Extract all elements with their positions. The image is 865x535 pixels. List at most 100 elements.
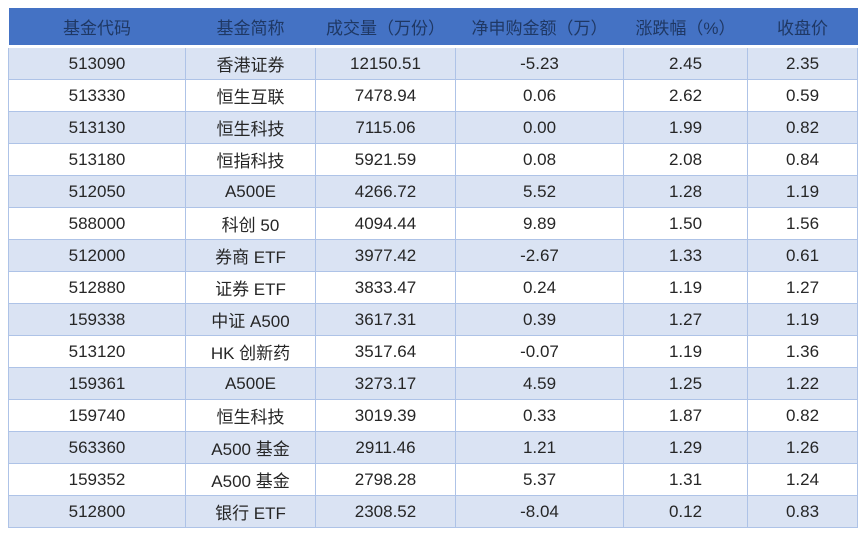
column-header-code: 基金代码 bbox=[8, 8, 186, 48]
cell-code: 513120 bbox=[8, 335, 186, 368]
table-row: 513120 HK 创新药 3517.64 -0.07 1.19 1.36 bbox=[8, 335, 858, 368]
table-row: 159338 中证 A500 3617.31 0.39 1.27 1.19 bbox=[8, 303, 858, 336]
table-row: 159740 恒生科技 3019.39 0.33 1.87 0.82 bbox=[8, 399, 858, 432]
cell-net: -0.07 bbox=[455, 335, 624, 368]
table-row: 512800 银行 ETF 2308.52 -8.04 0.12 0.83 bbox=[8, 495, 858, 528]
cell-name: A500 基金 bbox=[185, 463, 316, 496]
cell-name: A500E bbox=[185, 367, 316, 400]
column-header-vol: 成交量（万份） bbox=[315, 8, 456, 48]
cell-vol: 3019.39 bbox=[315, 399, 456, 432]
cell-name: A500 基金 bbox=[185, 431, 316, 464]
table-row: 513090 香港证券 12150.51 -5.23 2.45 2.35 bbox=[8, 46, 858, 80]
cell-net: 9.89 bbox=[455, 207, 624, 240]
table-row: 512000 券商 ETF 3977.42 -2.67 1.33 0.61 bbox=[8, 239, 858, 272]
cell-code: 563360 bbox=[8, 431, 186, 464]
cell-chg: 2.62 bbox=[623, 79, 748, 112]
cell-vol: 7478.94 bbox=[315, 79, 456, 112]
cell-chg: 1.50 bbox=[623, 207, 748, 240]
table-row: 512050 A500E 4266.72 5.52 1.28 1.19 bbox=[8, 175, 858, 208]
cell-close: 1.19 bbox=[747, 303, 858, 336]
cell-code: 512880 bbox=[8, 271, 186, 304]
cell-vol: 2911.46 bbox=[315, 431, 456, 464]
cell-vol: 3617.31 bbox=[315, 303, 456, 336]
fund-table: 基金代码 基金简称 成交量（万份） 净申购金额（万） 涨跌幅（%） 收盘价 513090 香… bbox=[8, 8, 858, 528]
cell-chg: 1.27 bbox=[623, 303, 748, 336]
table-row: 563360 A500 基金 2911.46 1.21 1.29 1.26 bbox=[8, 431, 858, 464]
cell-vol: 3517.64 bbox=[315, 335, 456, 368]
cell-net: 1.21 bbox=[455, 431, 624, 464]
cell-code: 512000 bbox=[8, 239, 186, 272]
cell-chg: 2.08 bbox=[623, 143, 748, 176]
cell-close: 0.82 bbox=[747, 111, 858, 144]
cell-name: 银行 ETF bbox=[185, 495, 316, 528]
cell-net: 0.24 bbox=[455, 271, 624, 304]
cell-name: 券商 ETF bbox=[185, 239, 316, 272]
cell-chg: 1.31 bbox=[623, 463, 748, 496]
table-row: 513330 恒生互联 7478.94 0.06 2.62 0.59 bbox=[8, 79, 858, 112]
cell-name: 香港证券 bbox=[185, 46, 316, 80]
cell-net: 0.00 bbox=[455, 111, 624, 144]
column-header-name: 基金简称 bbox=[185, 8, 316, 48]
column-header-close: 收盘价 bbox=[747, 8, 858, 48]
cell-net: 4.59 bbox=[455, 367, 624, 400]
cell-vol: 4094.44 bbox=[315, 207, 456, 240]
cell-name: 证券 ETF bbox=[185, 271, 316, 304]
cell-vol: 3977.42 bbox=[315, 239, 456, 272]
cell-chg: 1.25 bbox=[623, 367, 748, 400]
cell-vol: 2308.52 bbox=[315, 495, 456, 528]
cell-vol: 3833.47 bbox=[315, 271, 456, 304]
cell-name: 恒指科技 bbox=[185, 143, 316, 176]
cell-chg: 1.19 bbox=[623, 335, 748, 368]
cell-net: 5.37 bbox=[455, 463, 624, 496]
cell-chg: 1.19 bbox=[623, 271, 748, 304]
cell-vol: 2798.28 bbox=[315, 463, 456, 496]
cell-chg: 1.29 bbox=[623, 431, 748, 464]
cell-code: 513180 bbox=[8, 143, 186, 176]
cell-net: -8.04 bbox=[455, 495, 624, 528]
cell-code: 512800 bbox=[8, 495, 186, 528]
cell-close: 1.27 bbox=[747, 271, 858, 304]
cell-chg: 1.99 bbox=[623, 111, 748, 144]
cell-close: 0.84 bbox=[747, 143, 858, 176]
cell-vol: 4266.72 bbox=[315, 175, 456, 208]
cell-code: 159740 bbox=[8, 399, 186, 432]
cell-name: 恒生科技 bbox=[185, 111, 316, 144]
cell-close: 0.83 bbox=[747, 495, 858, 528]
cell-code: 159352 bbox=[8, 463, 186, 496]
column-header-net: 净申购金额（万） bbox=[455, 8, 624, 48]
cell-code: 513130 bbox=[8, 111, 186, 144]
cell-net: -5.23 bbox=[455, 46, 624, 80]
cell-net: 5.52 bbox=[455, 175, 624, 208]
table-row: 512880 证券 ETF 3833.47 0.24 1.19 1.27 bbox=[8, 271, 858, 304]
cell-net: 0.33 bbox=[455, 399, 624, 432]
table-row: 159352 A500 基金 2798.28 5.37 1.31 1.24 bbox=[8, 463, 858, 496]
cell-vol: 3273.17 bbox=[315, 367, 456, 400]
cell-code: 513090 bbox=[8, 46, 186, 80]
cell-name: A500E bbox=[185, 175, 316, 208]
cell-close: 1.19 bbox=[747, 175, 858, 208]
cell-vol: 5921.59 bbox=[315, 143, 456, 176]
cell-vol: 12150.51 bbox=[315, 46, 456, 80]
cell-close: 0.61 bbox=[747, 239, 858, 272]
cell-close: 1.56 bbox=[747, 207, 858, 240]
table-row: 513180 恒指科技 5921.59 0.08 2.08 0.84 bbox=[8, 143, 858, 176]
cell-net: 0.39 bbox=[455, 303, 624, 336]
cell-net: -2.67 bbox=[455, 239, 624, 272]
table-row: 588000 科创 50 4094.44 9.89 1.50 1.56 bbox=[8, 207, 858, 240]
cell-close: 0.82 bbox=[747, 399, 858, 432]
cell-code: 159361 bbox=[8, 367, 186, 400]
cell-name: 科创 50 bbox=[185, 207, 316, 240]
cell-close: 2.35 bbox=[747, 46, 858, 80]
cell-close: 1.24 bbox=[747, 463, 858, 496]
cell-net: 0.06 bbox=[455, 79, 624, 112]
cell-close: 1.36 bbox=[747, 335, 858, 368]
cell-chg: 2.45 bbox=[623, 46, 748, 80]
cell-code: 588000 bbox=[8, 207, 186, 240]
cell-close: 0.59 bbox=[747, 79, 858, 112]
table-row: 159361 A500E 3273.17 4.59 1.25 1.22 bbox=[8, 367, 858, 400]
cell-name: 恒生科技 bbox=[185, 399, 316, 432]
header-row: 基金代码 基金简称 成交量（万份） 净申购金额（万） 涨跌幅（%） 收盘价 bbox=[8, 8, 858, 48]
cell-name: 中证 A500 bbox=[185, 303, 316, 336]
cell-chg: 1.33 bbox=[623, 239, 748, 272]
